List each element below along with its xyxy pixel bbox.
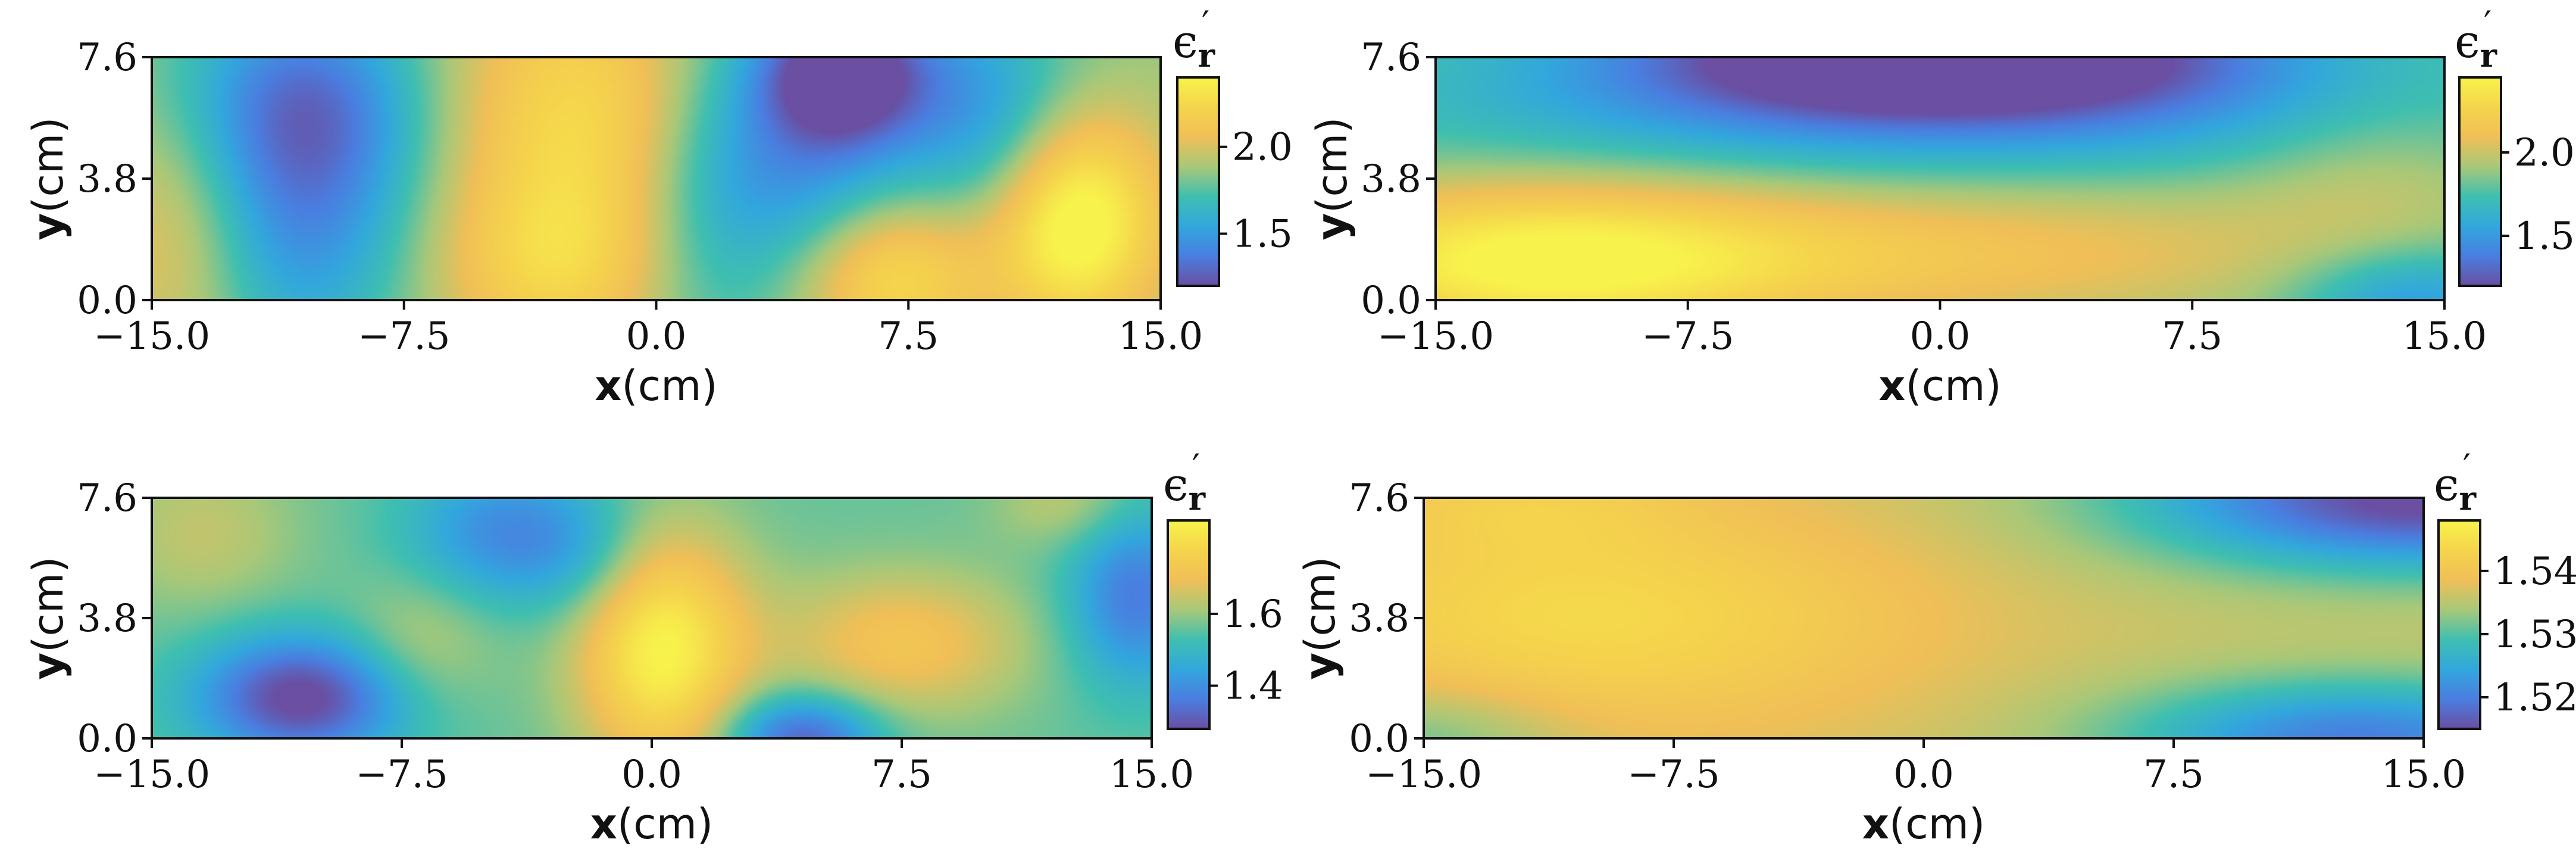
x-tick-label: 7.5 <box>2143 753 2204 797</box>
colorbar-tick-label: 2.0 <box>1232 126 1293 170</box>
y-tick-label: 3.8 <box>77 157 137 201</box>
x-tick-label: −15.0 <box>93 314 210 358</box>
y-axis-label: y(cm) <box>1296 557 1345 680</box>
x-axis-label: x(cm) <box>595 361 717 410</box>
y-tick-label: 3.8 <box>1349 597 1409 641</box>
y-tick-label: 0.0 <box>1361 279 1421 323</box>
colorbar-tick-label: 1.5 <box>2514 214 2575 258</box>
y-tick-label: 0.0 <box>1349 717 1409 761</box>
y-axis-label: y(cm) <box>24 557 73 680</box>
heatmap-image <box>152 57 1161 300</box>
colorbar-tick-label: 1.53 <box>2493 613 2576 657</box>
x-tick-label: 7.5 <box>878 314 939 358</box>
colorbar <box>1177 77 1219 286</box>
colorbar-title: ϵr′ <box>2434 447 2477 517</box>
y-tick-label: 7.6 <box>77 36 137 80</box>
x-tick-label: 0.0 <box>1910 314 1971 358</box>
heatmap-image <box>1424 498 2424 738</box>
y-tick-label: 3.8 <box>1361 157 1421 201</box>
x-tick-label: 15.0 <box>2381 753 2466 797</box>
x-tick-label: 7.5 <box>2162 314 2222 358</box>
colorbar-frame <box>2437 519 2481 730</box>
x-tick-label: 15.0 <box>1109 753 1195 797</box>
x-axis-label: x(cm) <box>1878 361 2001 410</box>
x-tick-label: 15.0 <box>2402 314 2487 358</box>
heatmap-image <box>1436 57 2444 300</box>
y-tick-label: 0.0 <box>77 717 137 761</box>
colorbar-tick-label: 1.52 <box>2493 676 2576 720</box>
x-tick-label: −7.5 <box>1627 753 1720 797</box>
colorbar-title: ϵr′ <box>1173 4 1215 74</box>
y-tick-label: 7.6 <box>1361 36 1421 80</box>
colorbar-tick-label: 1.4 <box>1223 665 1283 709</box>
y-axis-label: y(cm) <box>24 117 73 241</box>
y-tick-label: 7.6 <box>1349 476 1409 520</box>
colorbar-tick-label: 1.5 <box>1232 213 1293 257</box>
colorbar <box>1168 520 1209 729</box>
x-tick-label: 0.0 <box>626 314 687 358</box>
x-tick-label: −7.5 <box>1642 314 1734 358</box>
x-tick-label: −7.5 <box>355 753 448 797</box>
colorbar <box>2439 520 2480 729</box>
x-tick-label: 7.5 <box>871 753 932 797</box>
heatmap-panel-top-right: −15.0 −7.5 0.0 7.5 15.0 0.0 3.8 7.6 x(cm) y(cm) 1.… <box>1308 4 2575 410</box>
x-tick-label: −7.5 <box>358 314 450 358</box>
heatmap-panel-bottom-left: −15.0 −7.5 0.0 7.5 15.0 0.0 3.8 7.6 x(cm) y(cm) 1.… <box>24 447 1283 849</box>
x-tick-label: 0.0 <box>1893 753 1954 797</box>
y-tick-label: 7.6 <box>77 476 137 520</box>
colorbar-tick-label: 1.54 <box>2493 550 2576 594</box>
x-tick-label: 0.0 <box>621 753 682 797</box>
colorbar-tick-label: 2.0 <box>2514 131 2575 175</box>
colorbar-frame <box>1167 519 1211 730</box>
x-tick-label: −15.0 <box>1377 314 1494 358</box>
colorbar-tick-label: 1.6 <box>1223 592 1283 637</box>
heatmap-image <box>152 498 1152 738</box>
y-tick-label: 3.8 <box>77 597 137 641</box>
colorbar-title: ϵr′ <box>1163 447 1206 517</box>
x-tick-label: 15.0 <box>1118 314 1203 358</box>
heatmap-panel-bottom-right: −15.0 −7.5 0.0 7.5 15.0 0.0 3.8 7.6 x(cm) y(cm) 1.… <box>1296 447 2576 849</box>
heatmap-panel-top-left: −15.0 −7.5 0.0 7.5 15.0 0.0 3.8 7.6 x(cm) y(cm) 1.… <box>24 4 1293 410</box>
x-tick-label: −15.0 <box>1365 753 1482 797</box>
x-axis-label: x(cm) <box>590 800 713 849</box>
y-tick-label: 0.0 <box>77 279 137 323</box>
colorbar-title: ϵr′ <box>2455 4 2497 74</box>
x-axis-label: x(cm) <box>1862 800 1985 849</box>
colorbar-frame <box>2458 76 2502 287</box>
y-axis-label: y(cm) <box>1308 117 1356 241</box>
colorbar <box>2459 77 2501 286</box>
colorbar-frame <box>1176 76 1220 287</box>
x-tick-label: −15.0 <box>93 753 210 797</box>
